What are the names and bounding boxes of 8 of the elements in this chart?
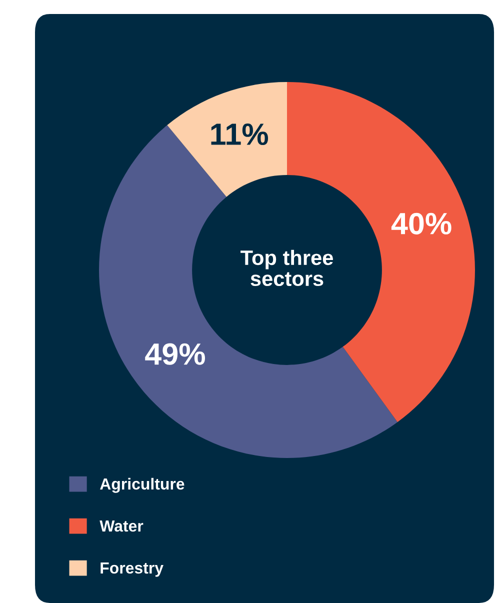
data-label: 40% [391,212,452,234]
legend-label: Water [100,520,144,532]
legend-label: Forestry [100,562,164,577]
data-label: 49% [145,343,205,365]
data-label: 11% [211,124,268,146]
legend-label: Agriculture [100,478,184,493]
text: Top three sectors [240,250,333,286]
donut-slice [167,82,287,197]
